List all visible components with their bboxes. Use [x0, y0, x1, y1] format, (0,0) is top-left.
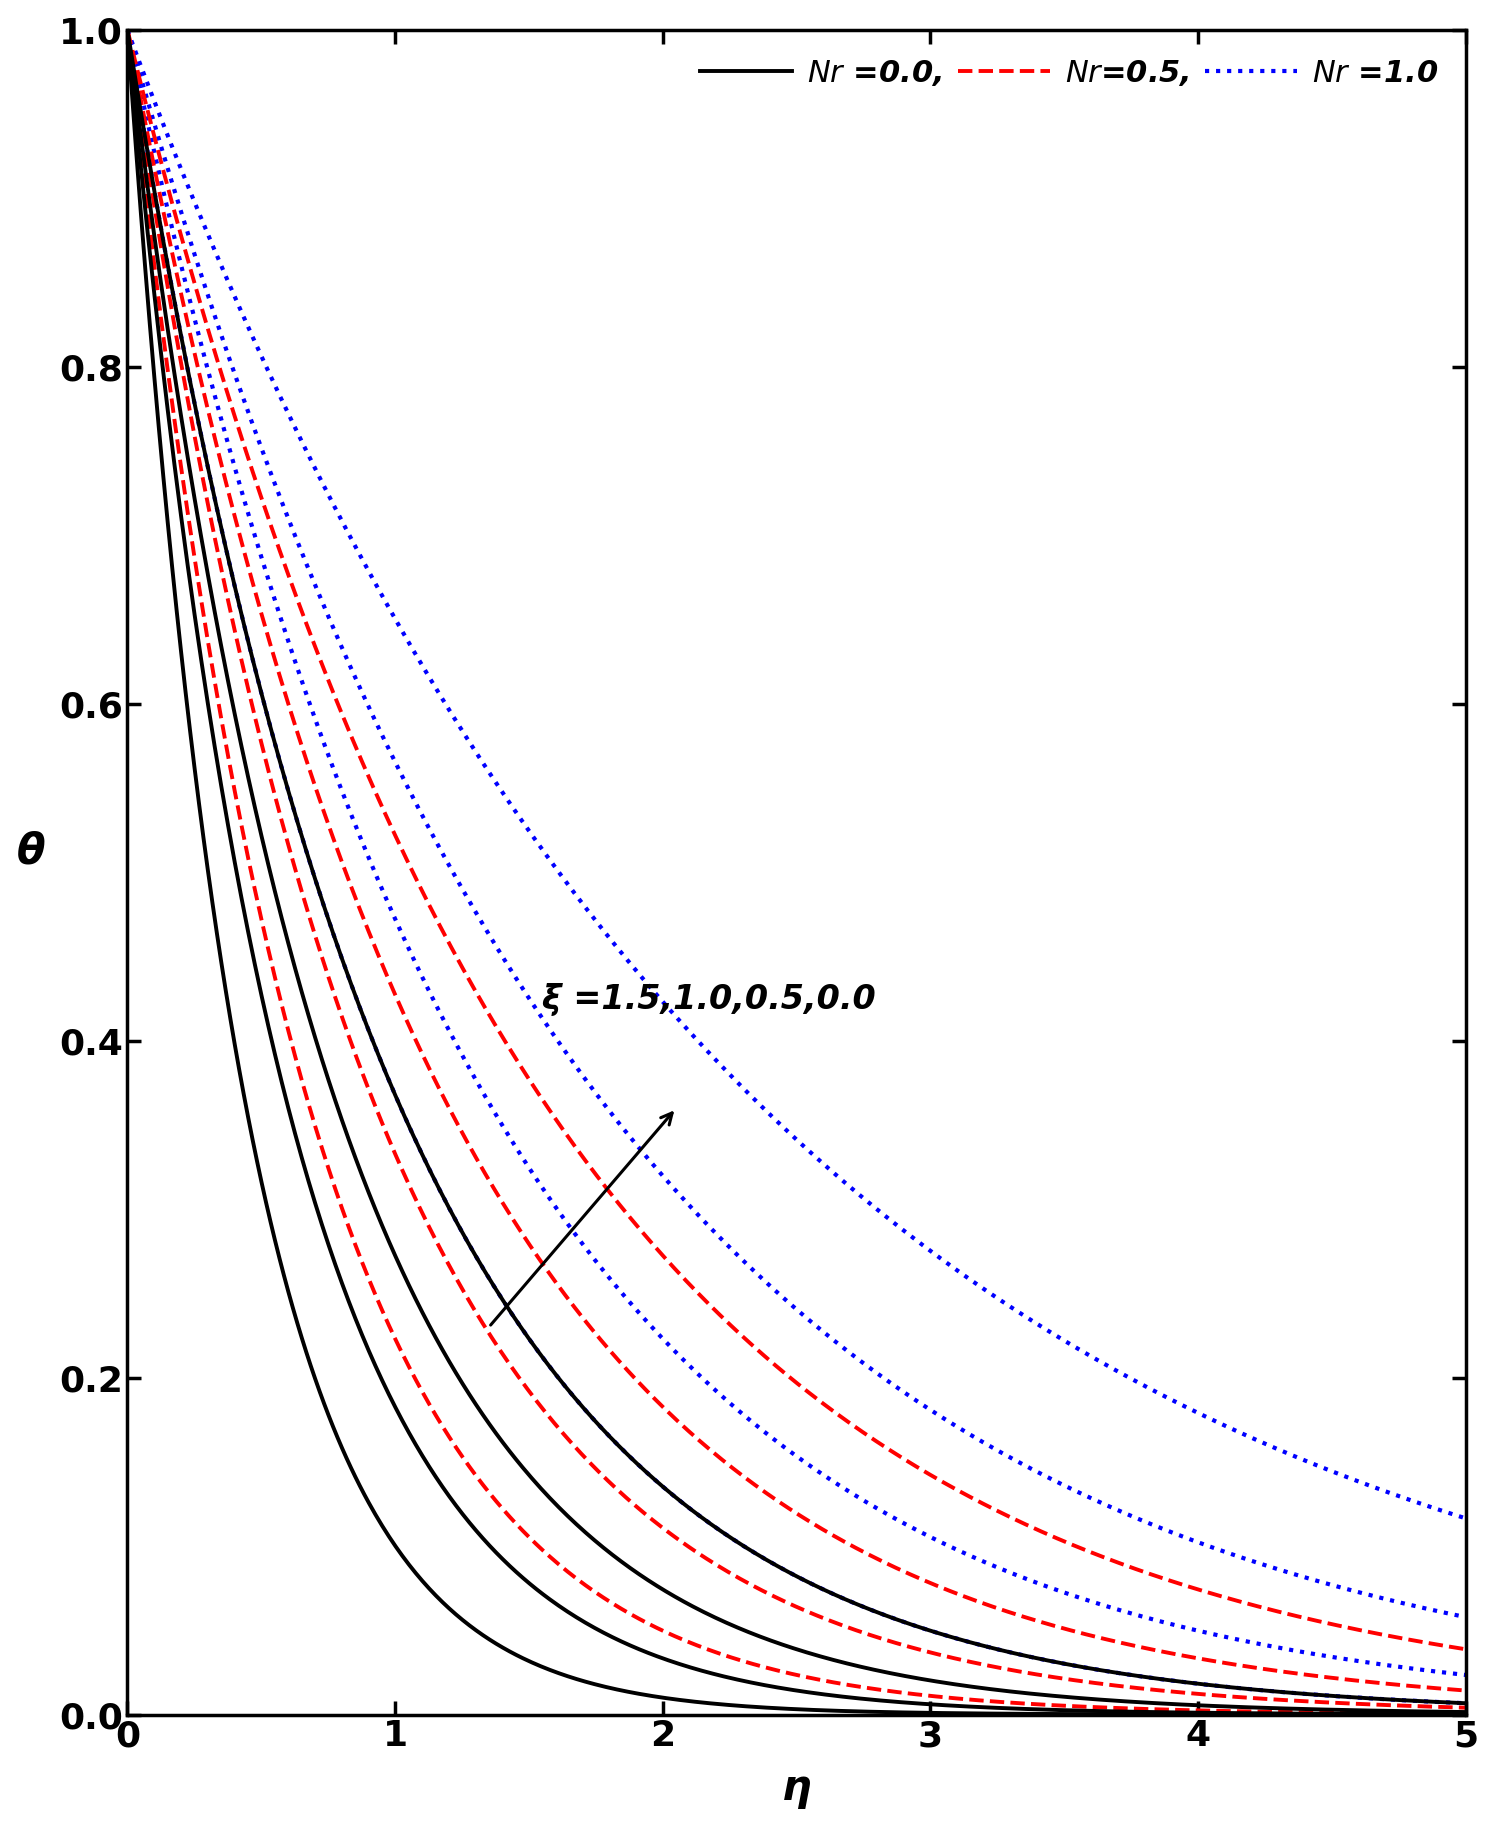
- Y-axis label: θ: θ: [16, 831, 45, 873]
- Text: ξ =1.5,1.0,0.5,0.0: ξ =1.5,1.0,0.5,0.0: [543, 982, 876, 1015]
- Legend: $Nr$ =0.0,, $Nr$=0.5,, $Nr$ =1.0: $Nr$ =0.0,, $Nr$=0.5,, $Nr$ =1.0: [688, 46, 1450, 100]
- X-axis label: η: η: [782, 1768, 812, 1810]
